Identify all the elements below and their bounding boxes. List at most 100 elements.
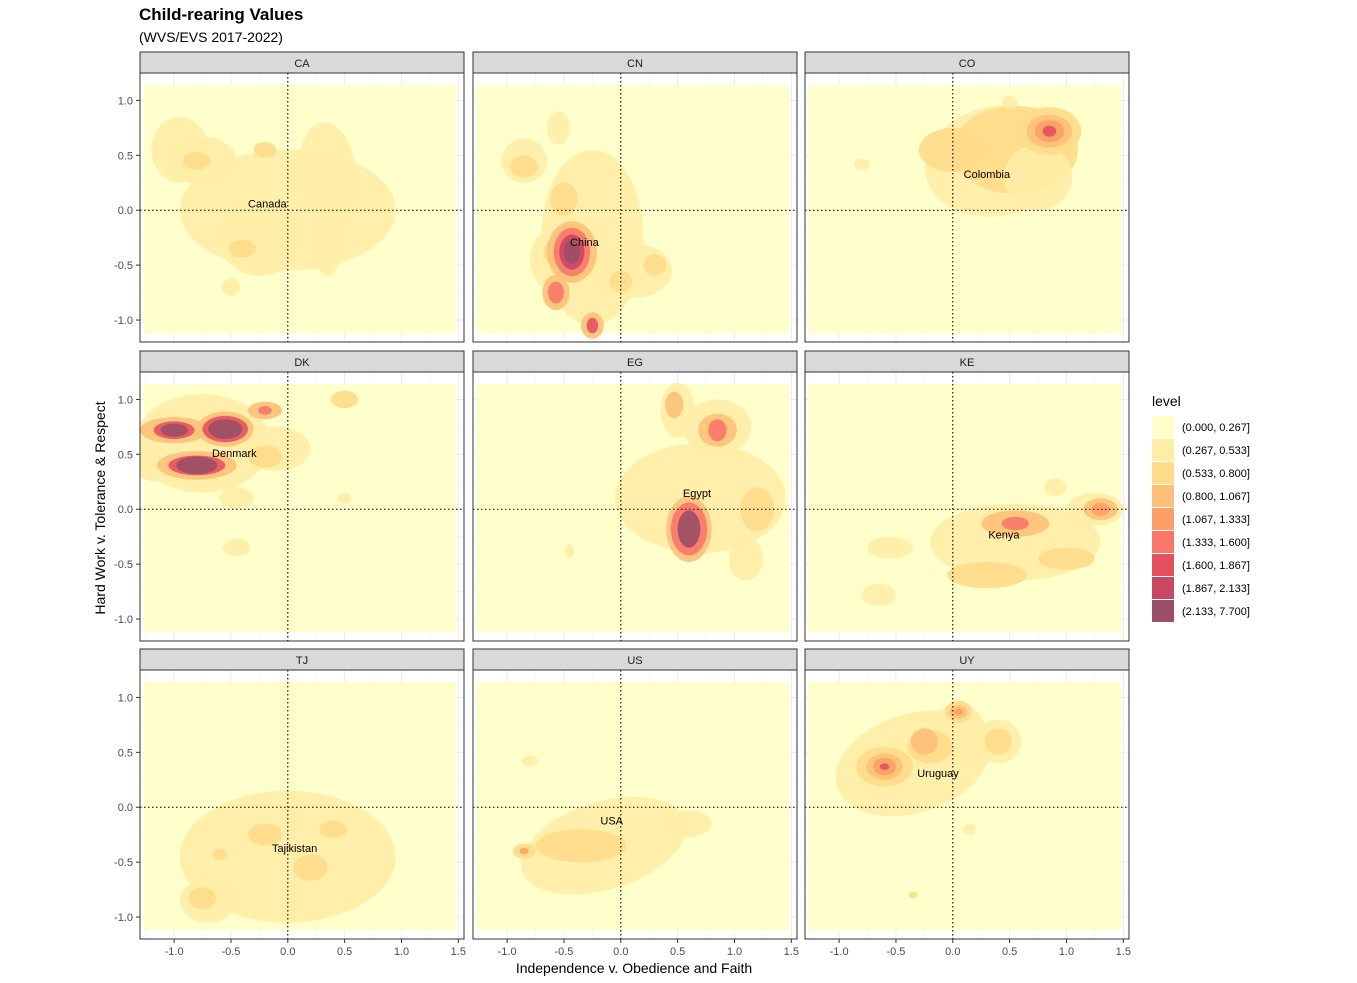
density-contour-level-4 [519, 847, 529, 855]
density-contour-level-1 [546, 111, 570, 145]
panel-border [139, 371, 465, 642]
density-contour-level-1 [867, 536, 914, 559]
y-tick-label: -0.5 [114, 260, 133, 272]
country-label: Denmark [212, 448, 257, 460]
facet-panel-tj: TJ Tajikistan -1.0 -0.5 0.0 0.5 1.0 -1.0 -0.5 0.0… [114, 648, 466, 958]
x-axis-label: Independence v. Obedience and Faith [516, 960, 752, 976]
panel-border [804, 669, 1130, 940]
density-contour-level-2 [188, 887, 217, 910]
x-tick-label: -1.0 [830, 946, 849, 958]
country-label: Egypt [683, 488, 711, 500]
density-contour-level-4 [1091, 502, 1110, 516]
density-contour-level-1 [221, 278, 241, 296]
density-contour-level-6 [880, 763, 890, 770]
y-tick-label: 0.0 [118, 205, 133, 217]
facet-strip-label: DK [294, 357, 310, 369]
facet-strip-label: UY [959, 655, 975, 667]
legend-key [1152, 439, 1174, 461]
y-tick-label: 1.0 [118, 692, 133, 704]
density-contour-level-8 [208, 419, 243, 439]
legend-key [1152, 577, 1174, 599]
density-contour-level-8 [176, 456, 218, 475]
facet-strip-label: CA [294, 58, 310, 70]
density-contour-level-1 [615, 443, 786, 554]
facet-panel-co: CO Colombia [804, 51, 1130, 343]
density-contour-level-2 [550, 182, 578, 216]
density-contour-level-5 [258, 406, 272, 415]
density-contour-level-2 [643, 254, 667, 277]
legend-label: (1.333, 1.600] [1182, 537, 1250, 549]
x-tick-label: 0.5 [670, 946, 685, 958]
density-contour-level-2 [248, 823, 283, 846]
x-tick-label: 1.0 [394, 946, 409, 958]
legend-title: level [1152, 393, 1181, 409]
legend-label: (1.867, 2.133] [1182, 583, 1250, 595]
y-tick-label: 0.0 [118, 504, 133, 516]
country-label: China [570, 237, 600, 249]
facet-strip-label: KE [960, 357, 975, 369]
density-contour-level-3 [910, 728, 939, 755]
density-contour-level-2 [947, 561, 1027, 589]
density-contour-level-2 [319, 820, 347, 838]
panel-border [139, 72, 465, 343]
density-contour-level-5 [1001, 516, 1029, 531]
country-label: Colombia [964, 169, 1011, 181]
density-contour-level-1 [298, 122, 357, 222]
x-tick-label: 1.5 [784, 946, 799, 958]
density-contour-level-8 [677, 510, 701, 548]
y-tick-label: -1.0 [114, 315, 133, 327]
density-contour-level-2 [253, 142, 277, 158]
facet-panel-dk: DK Denmark -1.0 -0.5 0.0 0.5 1.0 [114, 350, 465, 642]
legend-label: (0.533, 0.800] [1182, 468, 1250, 480]
facet-strip-label: CN [627, 58, 643, 70]
density-contour-level-1 [1001, 96, 1018, 110]
density-contour-level-1 [666, 810, 712, 837]
y-axis-label: Hard Work v. Tolerance & Respect [92, 401, 108, 614]
density-contour-level-6 [1042, 125, 1057, 137]
density-contour-level-1 [861, 583, 896, 606]
facet-panel-us: US USA -1.0 -0.5 0.0 0.5 1.0 1.5 [472, 648, 799, 958]
facet-panel-uy: UY Uruguay -1.0 -0.5 0.0 0.5 1.0 1.5 [804, 648, 1131, 958]
country-label: USA [600, 815, 623, 827]
legend-key [1152, 416, 1174, 438]
legend-label: (0.000, 0.267] [1182, 422, 1250, 434]
y-tick-label: -1.0 [114, 912, 133, 924]
y-tick-label: 0.5 [118, 449, 133, 461]
density-contour-level-4 [953, 708, 964, 716]
density-contour-level-2 [535, 829, 627, 863]
y-tick-label: 0.0 [118, 802, 133, 814]
facet-panel-ke: KE Kenya [804, 350, 1130, 642]
y-tick-label: 0.5 [118, 150, 133, 162]
x-tick-label: -0.5 [221, 946, 240, 958]
panel-border [804, 72, 1130, 343]
density-contour-level-1 [219, 487, 254, 510]
y-tick-label: -0.5 [114, 559, 133, 571]
facet-strip-label: EG [627, 357, 643, 369]
panel-border [472, 371, 798, 642]
density-contour-level-1 [313, 210, 342, 277]
y-tick-label: 1.0 [118, 394, 133, 406]
density-contour-level-5 [548, 281, 564, 304]
density-contour-level-8 [563, 239, 580, 265]
legend-label: (1.600, 1.867] [1182, 560, 1250, 572]
x-tick-label: -0.5 [886, 946, 905, 958]
facet-strip-label: US [627, 655, 642, 667]
x-tick-label: 1.5 [1116, 946, 1131, 958]
panel-border [804, 371, 1130, 642]
x-tick-label: -1.0 [165, 946, 184, 958]
density-contour-level-1 [565, 544, 575, 558]
x-tick-label: 0.0 [945, 946, 960, 958]
x-tick-label: 0.0 [613, 946, 628, 958]
density-contour-level-5 [708, 419, 727, 442]
legend-key [1152, 508, 1174, 530]
density-contour-level-2 [510, 155, 538, 178]
density-contour-level-1 [222, 538, 251, 557]
legend-label: (0.267, 0.533] [1182, 445, 1250, 457]
legend-key [1152, 600, 1174, 622]
density-contour-level-1 [1003, 144, 1073, 211]
x-tick-label: 0.5 [337, 946, 352, 958]
chart-subtitle: (WVS/EVS 2017-2022) [139, 29, 283, 45]
x-tick-label: 0.5 [1002, 946, 1017, 958]
density-contour-level-2 [984, 728, 1012, 755]
